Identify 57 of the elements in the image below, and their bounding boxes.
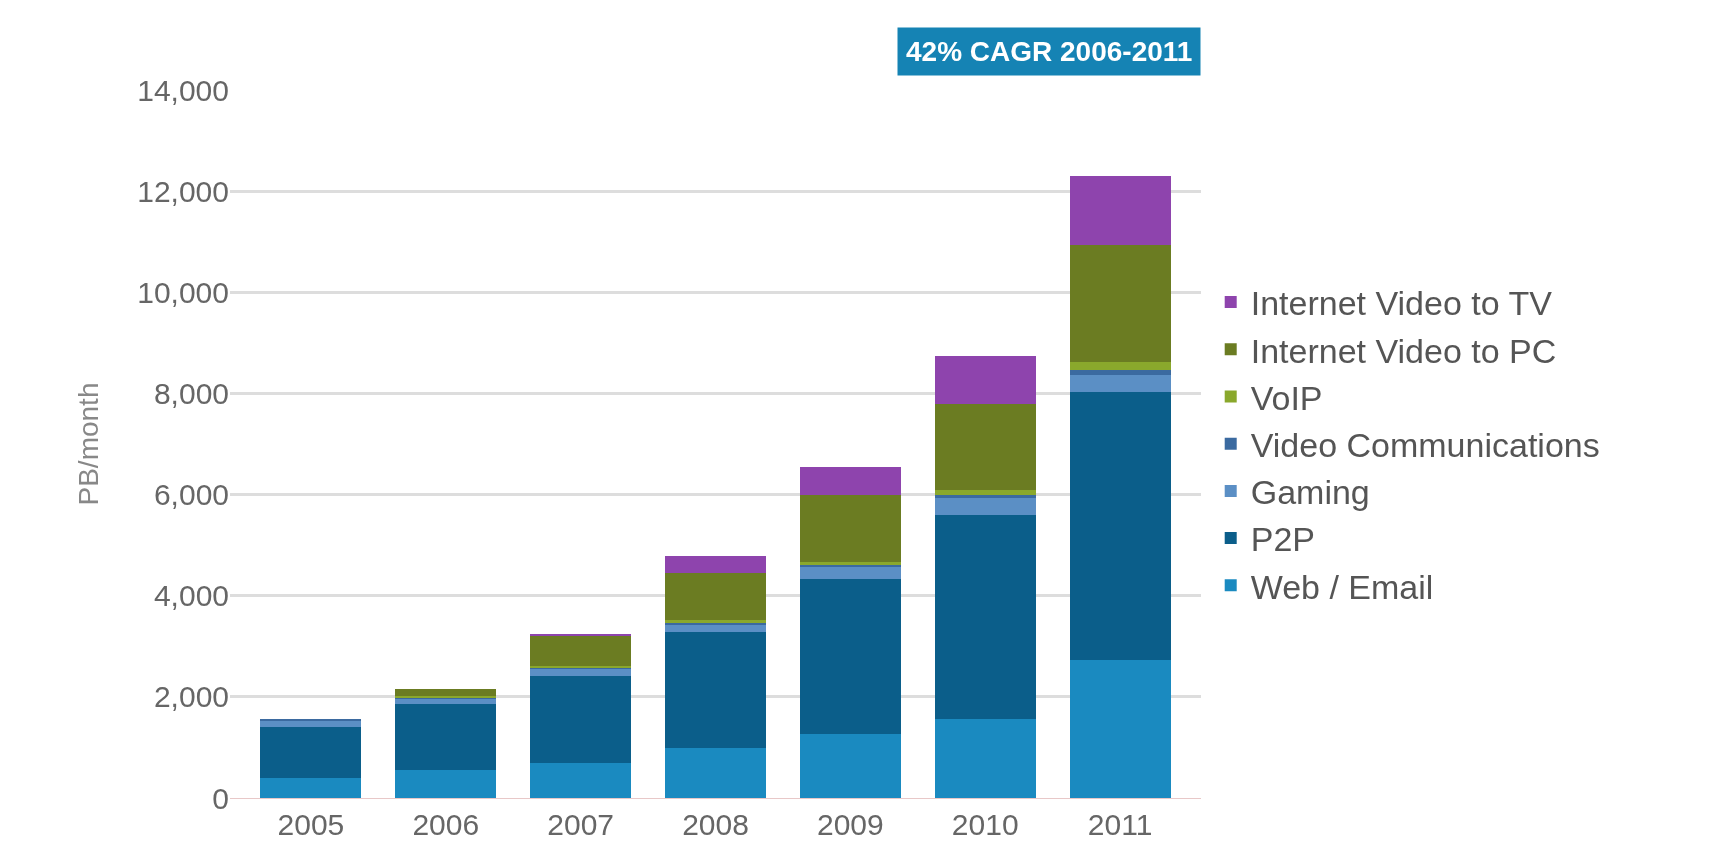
bar xyxy=(934,718,1036,798)
bar xyxy=(530,675,632,763)
bar xyxy=(260,727,362,778)
bar xyxy=(664,573,767,621)
bar xyxy=(1069,245,1171,362)
legend-label: Internet Video to PC xyxy=(1250,331,1557,370)
bar xyxy=(934,495,1036,499)
bar xyxy=(1069,361,1171,371)
bar xyxy=(799,567,901,579)
bar xyxy=(530,762,632,798)
bar xyxy=(799,734,901,798)
bar xyxy=(799,578,901,735)
bar xyxy=(934,514,1036,719)
legend-label: Web / Email xyxy=(1250,567,1434,606)
bar xyxy=(799,467,901,496)
legend-label: P2P xyxy=(1250,520,1315,559)
bar xyxy=(395,704,497,771)
x-tick-label: 2007 xyxy=(547,808,615,841)
y-tick-label: 2,000 xyxy=(153,680,229,714)
bar xyxy=(664,624,767,633)
x-tick-label: 2006 xyxy=(412,808,480,841)
x-tick-label: 2009 xyxy=(816,808,884,841)
bar xyxy=(934,403,1036,490)
bar xyxy=(664,556,767,574)
y-tick-label: 4,000 xyxy=(153,579,229,613)
bar xyxy=(664,747,767,798)
legend-label: Internet Video to TV xyxy=(1250,284,1553,323)
x-tick-label: 2005 xyxy=(277,808,345,841)
bar xyxy=(395,770,497,798)
x-tick-label: 2010 xyxy=(951,808,1019,841)
bar xyxy=(395,688,497,697)
y-tick-label: 12,000 xyxy=(137,174,229,208)
bar xyxy=(260,720,362,728)
text: 42% CAGR 2006-2011 xyxy=(906,36,1193,67)
y-tick-label: 0 xyxy=(212,781,229,815)
y-tick-label: 6,000 xyxy=(153,478,229,512)
legend-label: Video Communications xyxy=(1250,425,1600,464)
bar xyxy=(1069,659,1171,798)
x-tick-label: 2008 xyxy=(682,808,749,841)
bar xyxy=(934,498,1036,515)
bar xyxy=(934,489,1036,496)
y-axis-title: PB/month xyxy=(72,382,104,506)
bar xyxy=(1069,392,1171,660)
y-tick-label: 10,000 xyxy=(137,275,229,309)
legend-label: VoIP xyxy=(1250,378,1323,417)
bar xyxy=(934,356,1036,404)
y-tick-label: 8,000 xyxy=(153,376,229,410)
bar xyxy=(799,495,901,562)
bar xyxy=(1069,175,1171,246)
bar xyxy=(664,632,767,748)
bar xyxy=(1069,374,1171,393)
bar xyxy=(1069,370,1171,375)
bar xyxy=(260,777,362,798)
y-tick-label: 14,000 xyxy=(137,73,229,107)
bar xyxy=(530,635,632,667)
x-tick-label: 2011 xyxy=(1087,808,1153,841)
legend-label: Gaming xyxy=(1250,473,1370,512)
